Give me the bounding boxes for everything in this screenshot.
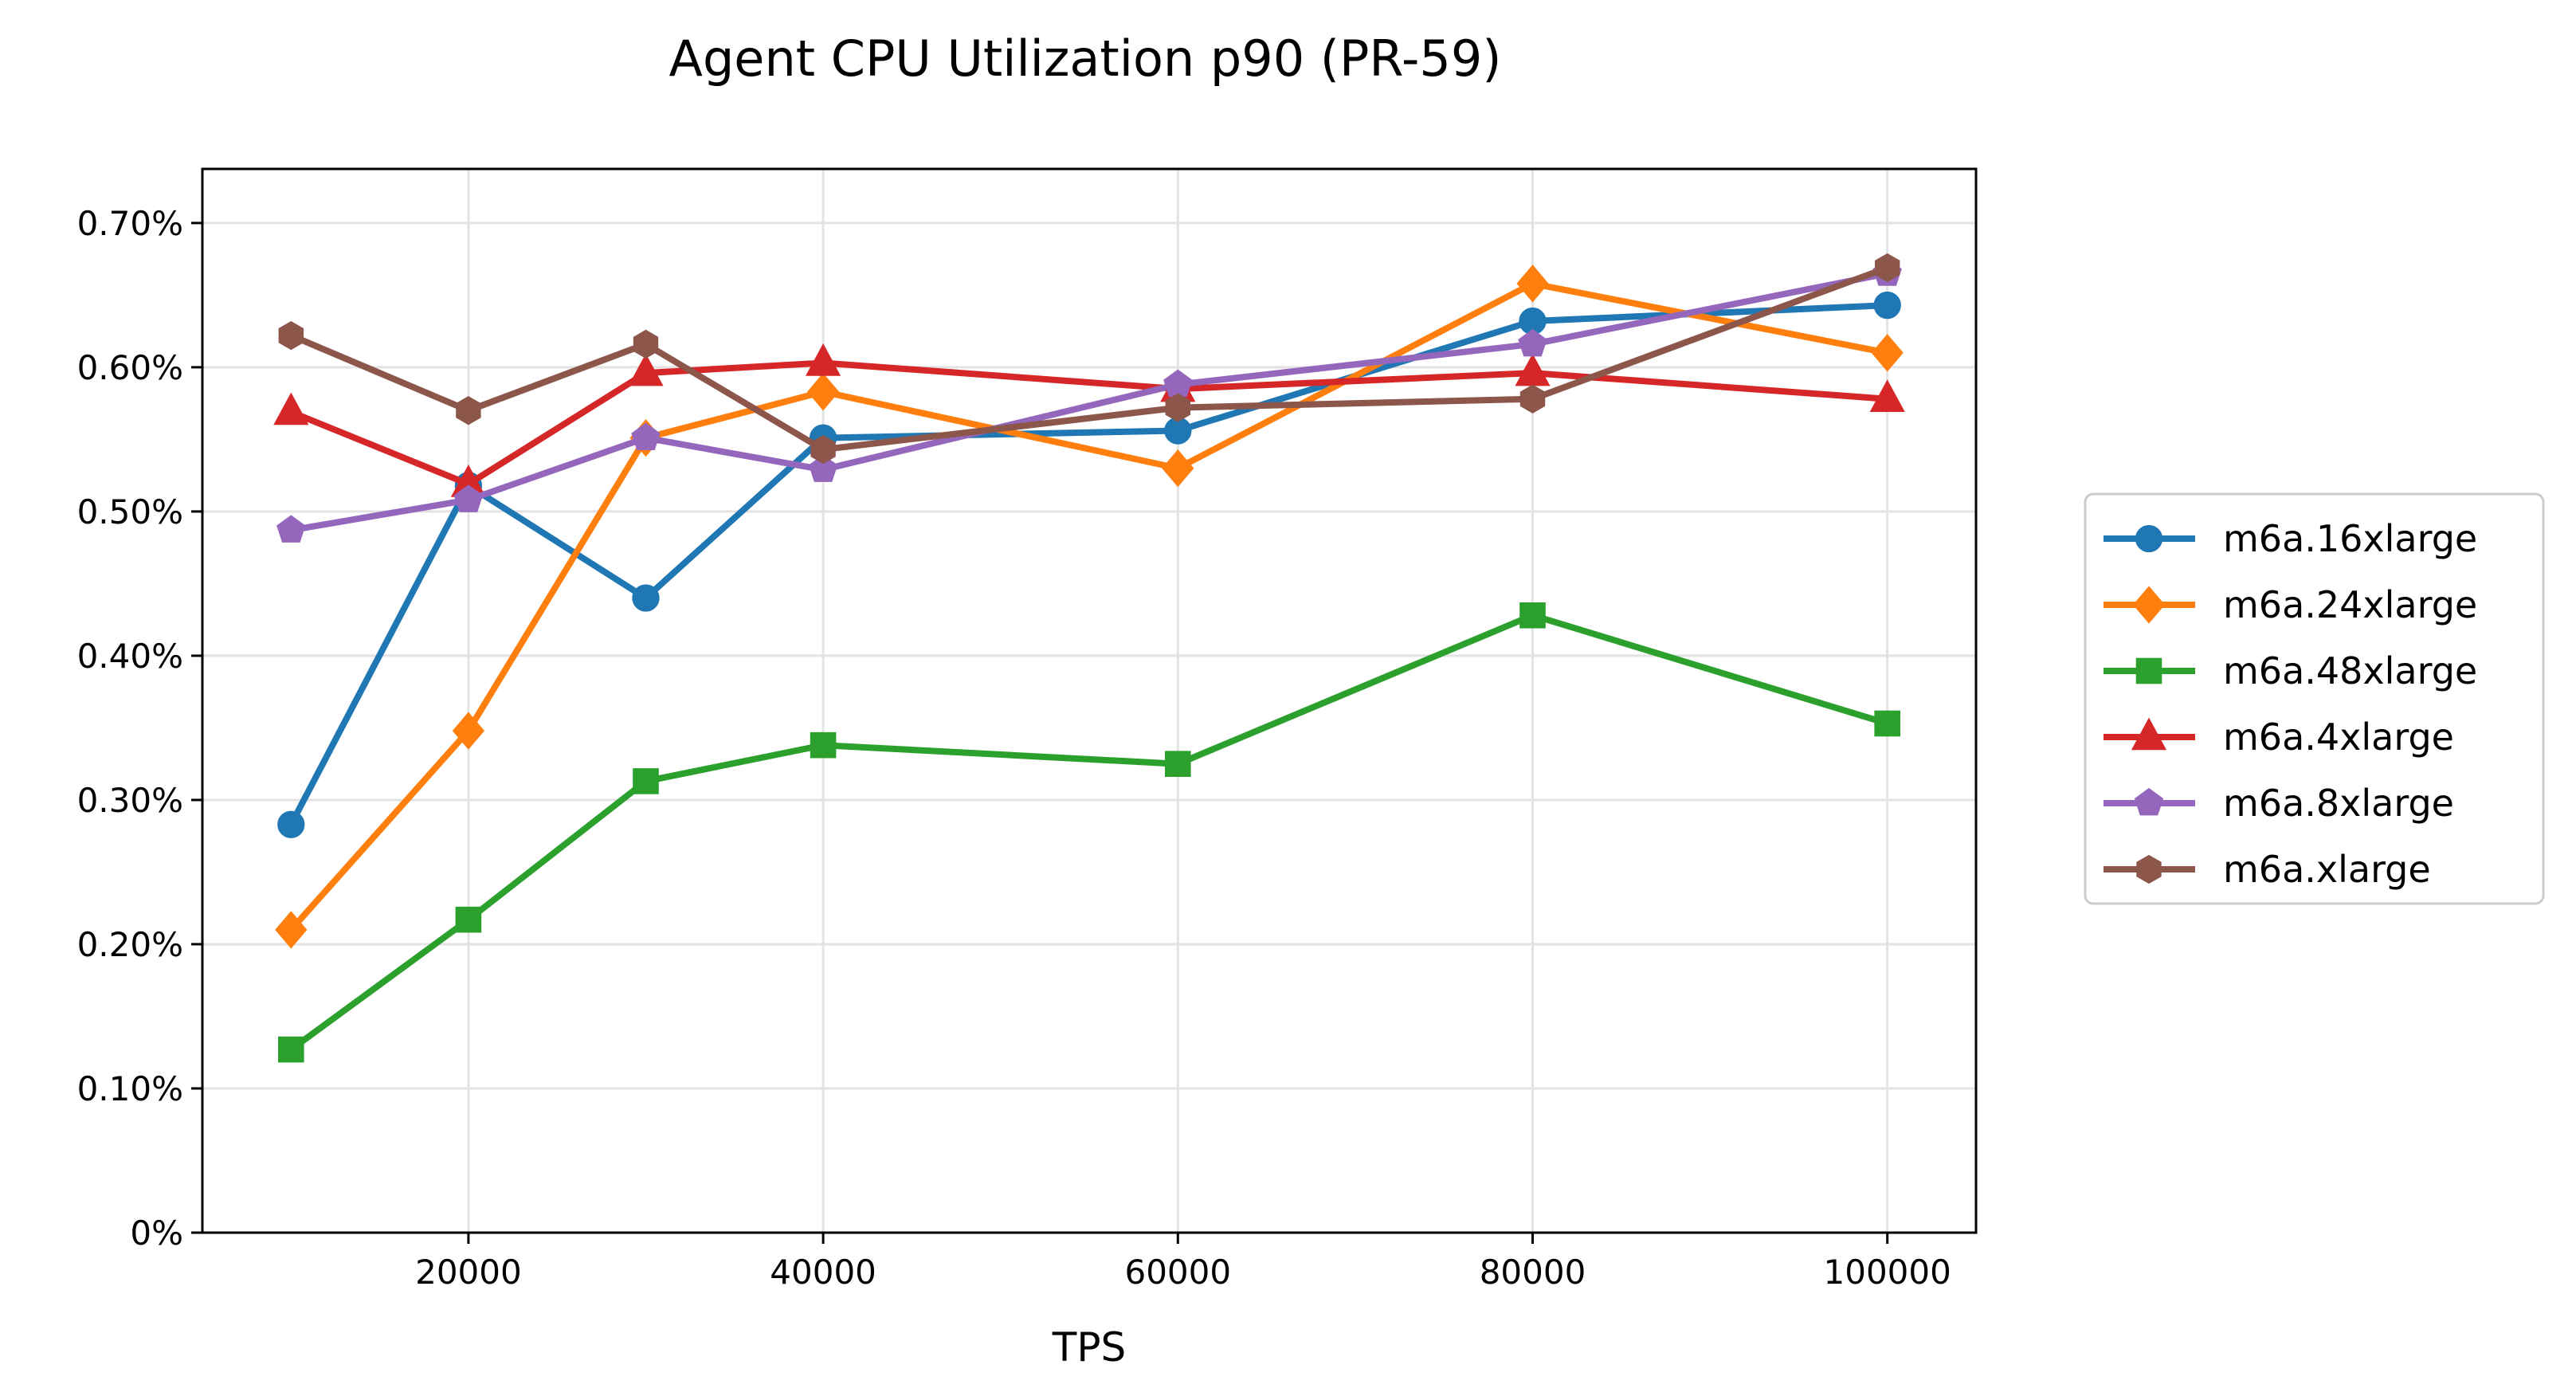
data-point [810,434,836,465]
x-tick-label: 60000 [1124,1253,1231,1292]
legend-item: m6a.48xlarge [2104,649,2477,692]
legend-item: m6a.xlarge [2104,848,2431,891]
series-m6a.8xlarge [276,258,1902,543]
data-point [1518,328,1547,357]
data-point [277,810,305,838]
data-point [808,454,838,482]
data-point [1871,334,1904,372]
legend-item: m6a.16xlarge [2104,517,2477,560]
y-tick-label: 0.60% [77,348,183,387]
grid [202,169,1976,1234]
data-point [806,373,840,411]
x-tick-label: 40000 [770,1253,876,1292]
chart-title: Agent CPU Utilization p90 (PR-59) [669,29,1502,88]
x-tick-label: 20000 [415,1253,522,1292]
legend-marker [2134,787,2164,816]
legend-item: m6a.8xlarge [2104,782,2454,825]
legend-item: m6a.4xlarge [2104,716,2454,759]
data-point [810,731,837,759]
data-point [455,906,482,933]
y-tick-label: 0.10% [77,1069,183,1108]
legend-label: m6a.16xlarge [2223,517,2477,560]
data-point [632,584,660,612]
data-point [1165,393,1190,422]
y-tick-label: 0.20% [77,925,183,964]
data-point [806,343,841,376]
legend-marker [2131,717,2167,751]
data-point [1516,265,1549,303]
data-point [633,768,659,794]
x-axis-title: TPS [1052,1324,1126,1371]
y-tick-label: 0.70% [77,204,183,243]
data-point [278,320,304,351]
axes: 0% 0.10% 0.20% 0.30% 0.40% 0.50% 0.60% 0.70% 200… [77,204,1951,1292]
data-point [276,515,306,543]
data-point [1874,710,1900,737]
legend-label: m6a.4xlarge [2223,716,2454,759]
x-tick-label: 100000 [1824,1253,1951,1292]
y-tick-label: 0.40% [77,637,183,676]
plot-series [273,253,1905,1063]
y-tick-label: 0% [130,1214,183,1253]
legend-label: m6a.xlarge [2223,848,2431,891]
data-point [1162,449,1194,488]
data-point [456,396,481,425]
data-point [628,353,664,386]
legend-marker [2135,524,2163,553]
y-tick-label: 0.50% [77,492,183,531]
data-point [453,484,484,512]
legend-label: m6a.8xlarge [2223,782,2454,825]
y-tick-label: 0.30% [77,781,183,820]
legend-label: m6a.24xlarge [2223,583,2477,626]
legend-marker [2132,586,2166,624]
legend-box [2084,492,2545,905]
data-point [633,329,659,359]
legend-marker [2135,657,2162,684]
data-point [275,911,308,949]
data-point [1869,379,1905,412]
plot-area-frame [201,167,1978,1234]
data-point [452,712,485,750]
data-point [278,1036,304,1063]
data-point [1875,253,1900,283]
data-point [1165,751,1191,777]
series-m6a.xlarge [278,253,1900,465]
series-m6a.48xlarge [278,602,1900,1063]
data-point [631,422,661,450]
data-point [273,392,309,425]
legend-marker [2136,854,2162,884]
legend-item: m6a.24xlarge [2104,583,2477,626]
legend: m6a.16xlarge m6a.24xlarge m6a.48xlarge m6a.… [2084,492,2545,905]
data-point [1519,602,1546,629]
data-point [1519,384,1546,414]
series-m6a.24xlarge [275,265,1904,949]
x-tick-label: 80000 [1480,1253,1586,1292]
data-point [1873,291,1901,320]
legend-label: m6a.48xlarge [2223,649,2477,692]
